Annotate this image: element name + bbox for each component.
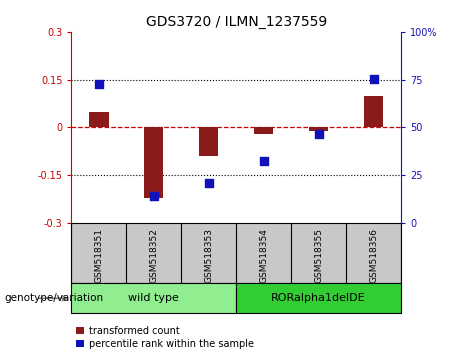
Bar bbox=[199, 127, 219, 156]
Point bbox=[150, 193, 158, 199]
Text: GSM518353: GSM518353 bbox=[204, 228, 213, 283]
Text: GSM518355: GSM518355 bbox=[314, 228, 323, 283]
Bar bbox=[254, 127, 273, 134]
Text: GSM518351: GSM518351 bbox=[95, 228, 103, 283]
Point bbox=[370, 76, 377, 82]
Text: wild type: wild type bbox=[129, 293, 179, 303]
Title: GDS3720 / ILMN_1237559: GDS3720 / ILMN_1237559 bbox=[146, 16, 327, 29]
Text: RORalpha1delDE: RORalpha1delDE bbox=[272, 293, 366, 303]
Bar bbox=[71, 283, 236, 313]
Bar bbox=[364, 96, 383, 127]
Text: GSM518356: GSM518356 bbox=[369, 228, 378, 283]
Bar bbox=[89, 112, 108, 127]
Point bbox=[260, 158, 267, 164]
Text: GSM518352: GSM518352 bbox=[149, 228, 159, 283]
Bar bbox=[236, 283, 401, 313]
Text: GSM518354: GSM518354 bbox=[259, 228, 268, 283]
Point bbox=[315, 131, 322, 137]
Bar bbox=[144, 127, 164, 198]
Legend: transformed count, percentile rank within the sample: transformed count, percentile rank withi… bbox=[77, 326, 254, 349]
Text: genotype/variation: genotype/variation bbox=[5, 293, 104, 303]
Bar bbox=[309, 127, 328, 131]
Point bbox=[205, 180, 213, 186]
Point bbox=[95, 81, 103, 87]
